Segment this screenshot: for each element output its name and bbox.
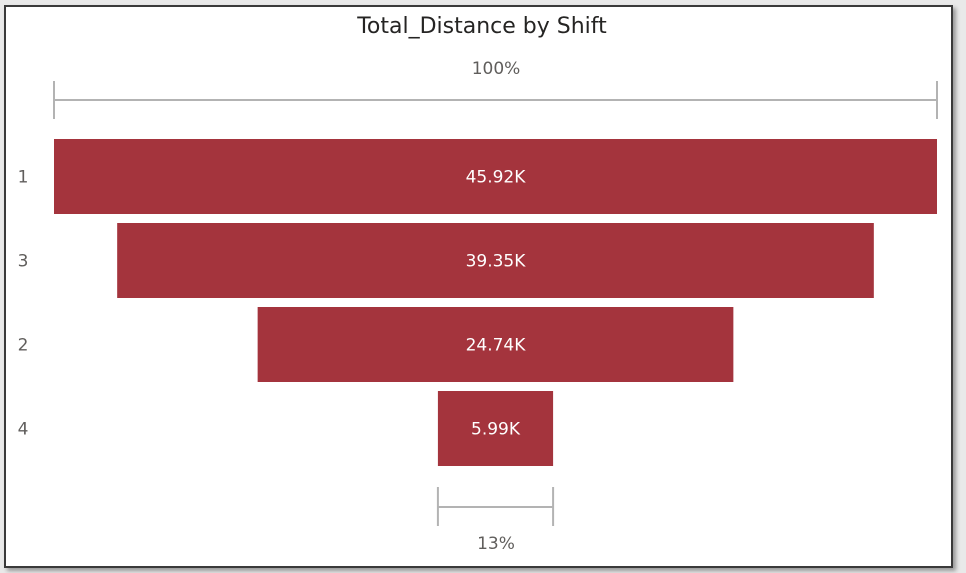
- category-label: 2: [18, 336, 29, 356]
- top-percent-bracket: [53, 81, 938, 119]
- funnel-bar-shift-3[interactable]: [117, 223, 874, 298]
- bar-value-label: 24.74K: [466, 336, 527, 356]
- bar-value-label: 45.92K: [466, 168, 527, 188]
- category-label: 3: [18, 252, 29, 272]
- funnel-bar-shift-2[interactable]: [257, 307, 734, 382]
- bottom-percent-bracket: [436, 487, 555, 526]
- category-label: 1: [18, 168, 29, 188]
- bar-value-label: 5.99K: [471, 420, 521, 440]
- category-label: 4: [18, 420, 29, 440]
- chart-title: Total_Distance by Shift: [356, 14, 607, 39]
- bar-value-label: 39.35K: [466, 252, 527, 272]
- funnel-bar-shift-4[interactable]: [437, 391, 554, 466]
- top-percent-label: 100%: [472, 59, 521, 79]
- bottom-percent-label: 13%: [477, 534, 515, 554]
- funnel-bars: 45.92K 1 39.35K 3 24.74K 2 5.99K 4: [18, 139, 937, 466]
- funnel-bar-shift-1[interactable]: [54, 139, 937, 214]
